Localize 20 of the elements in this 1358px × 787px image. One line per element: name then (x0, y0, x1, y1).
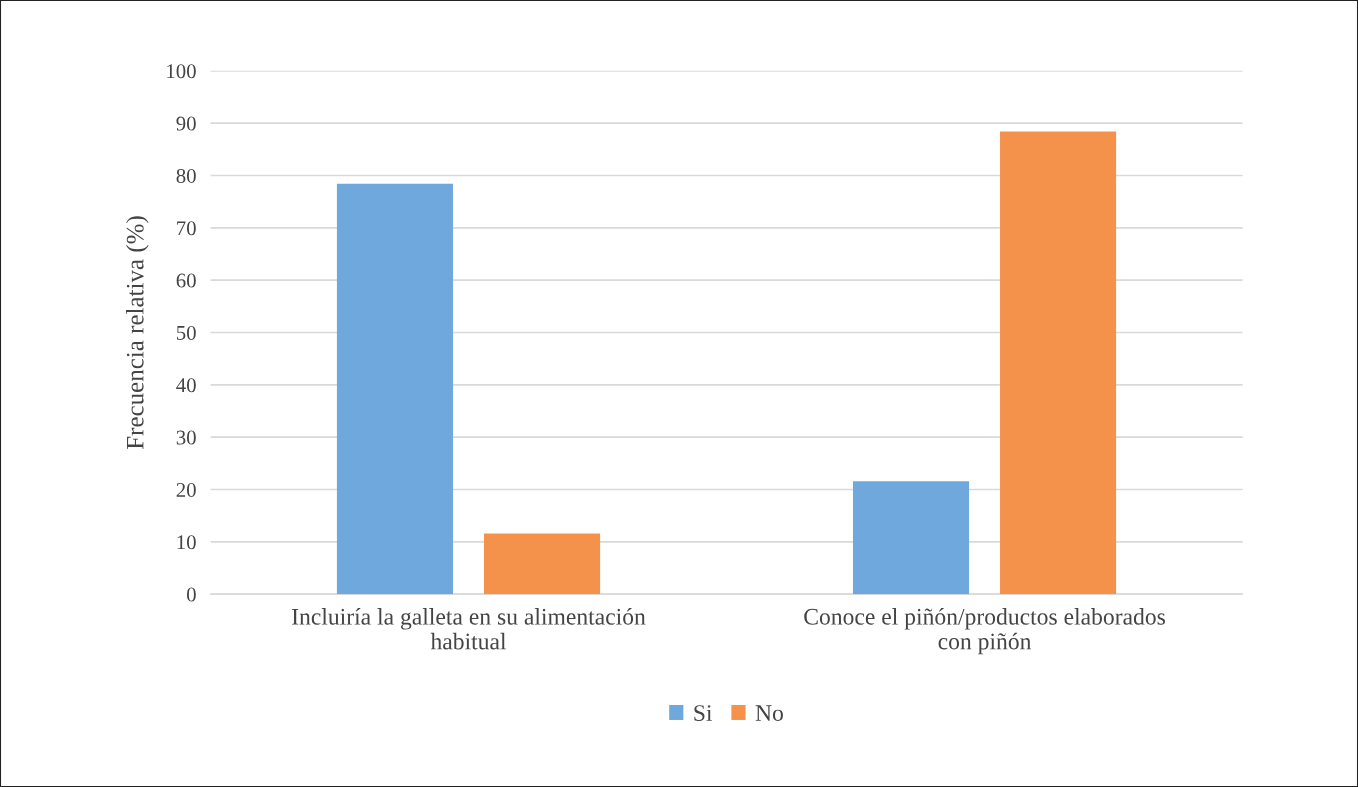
bar (1000, 131, 1117, 595)
y-tick-label: 40 (176, 378, 196, 393)
bar (852, 481, 970, 595)
y-tick-label: 10 (177, 535, 196, 550)
x-tick-label: Incluiría la galleta en su alimentación habitual (292, 608, 646, 650)
legend-label: No (755, 705, 783, 722)
legend-label: Si (694, 705, 713, 722)
y-tick-label: 30 (176, 430, 196, 445)
y-tick-label: 90 (176, 116, 196, 131)
bar (483, 533, 601, 595)
y-tick-label: 60 (176, 273, 196, 288)
y-tick-label: 20 (176, 482, 196, 497)
y-axis-title: Frecuencia relativa (%) (126, 216, 149, 450)
y-tick-label: 70 (177, 221, 196, 236)
y-tick-label: 0 (186, 587, 196, 602)
x-tick-label: Conoce el piñón/productos elaborados con piñón (804, 608, 1165, 655)
y-tick-label: 50 (176, 325, 196, 340)
y-tick-label: 100 (167, 64, 196, 79)
bar (336, 183, 454, 595)
y-tick-label: 80 (176, 168, 196, 183)
